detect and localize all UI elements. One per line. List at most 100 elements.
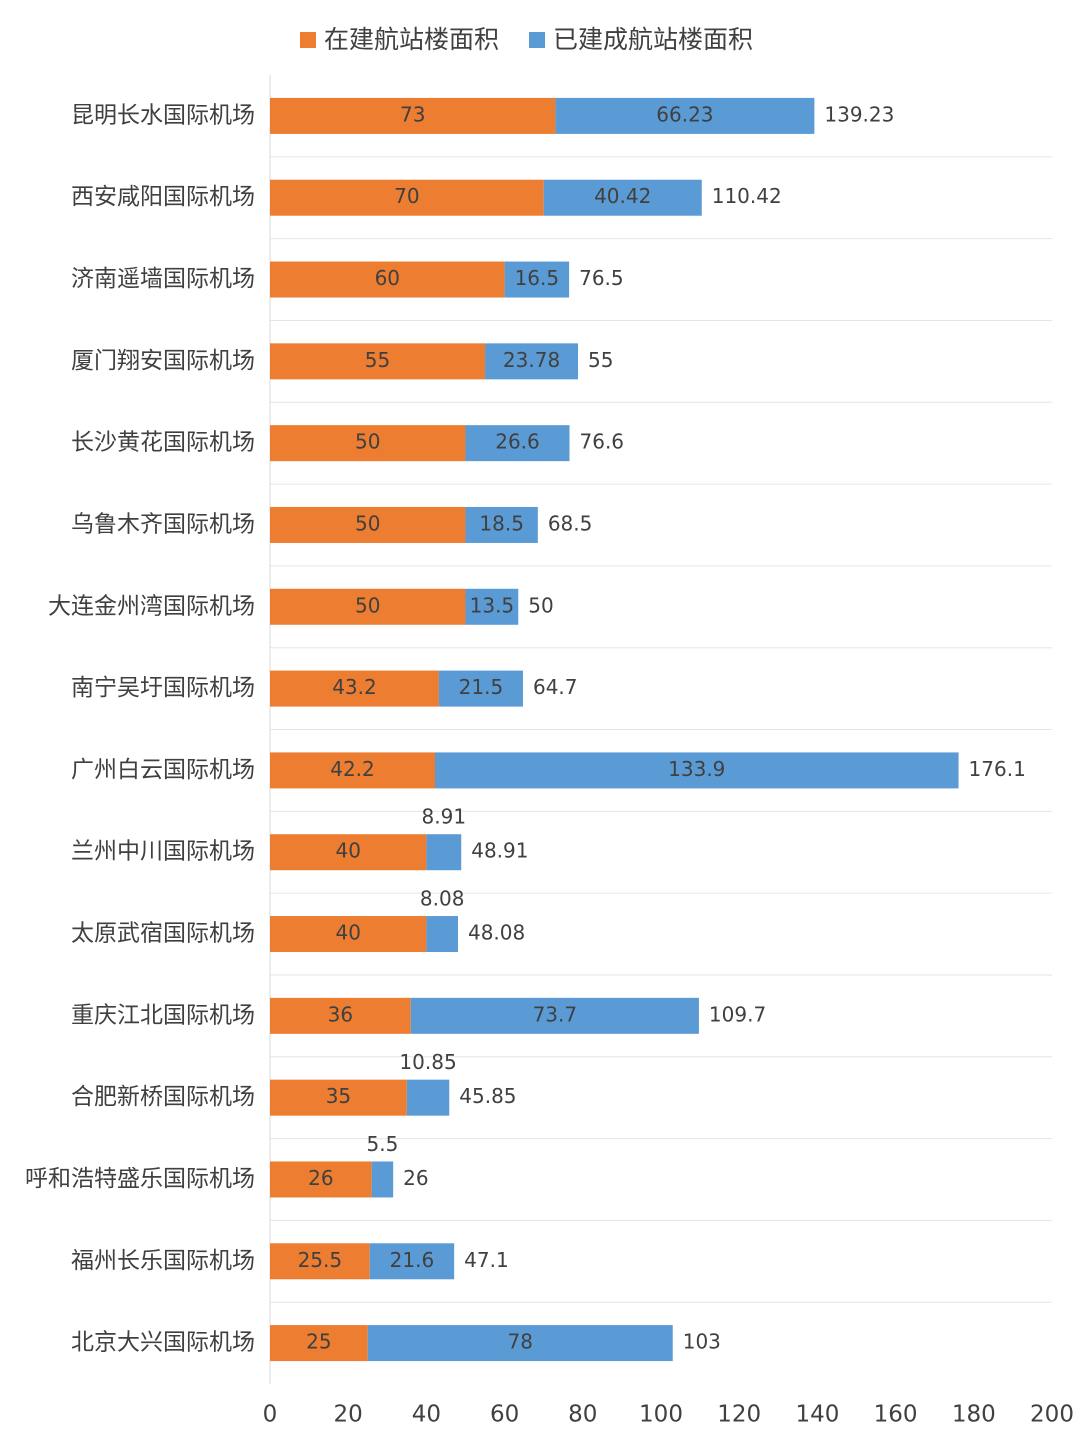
total-label: 26 [403, 1166, 428, 1190]
y-tick-label: 呼和浩特盛乐国际机场 [25, 1166, 255, 1192]
bar-segment [555, 97, 815, 134]
y-tick-label: 兰州中川国际机场 [71, 839, 255, 865]
y-tick-label: 济南遥墙国际机场 [71, 266, 255, 292]
value-label: 50 [355, 511, 380, 535]
x-tick-label: 100 [639, 1402, 683, 1428]
value-label: 55 [365, 348, 390, 372]
value-label: 13.5 [470, 593, 515, 617]
bar-segment [270, 1325, 368, 1362]
bar-segment [270, 1243, 370, 1280]
value-label: 40 [335, 839, 360, 863]
total-label: 109.7 [709, 1002, 766, 1026]
total-label: 50 [528, 593, 553, 617]
total-label: 103 [683, 1330, 721, 1354]
bar-segment [465, 588, 519, 625]
y-tick-label: 昆明长水国际机场 [71, 102, 255, 128]
bar-segment [426, 916, 458, 953]
value-label: 133.9 [668, 757, 725, 781]
value-label: 8.08 [420, 887, 465, 911]
x-tick-label: 180 [952, 1402, 996, 1428]
value-label: 16.5 [515, 266, 560, 290]
x-tick-label: 120 [717, 1402, 761, 1428]
bar-segment [465, 425, 570, 462]
legend-label: 已建成航站楼面积 [553, 25, 753, 54]
y-tick-label: 重庆江北国际机场 [71, 1002, 255, 1028]
total-label: 68.5 [548, 511, 593, 535]
x-tick-label: 80 [568, 1402, 597, 1428]
bar-segment [270, 916, 427, 953]
value-label: 50 [355, 430, 380, 454]
bar-segment [270, 425, 466, 462]
bar-segment [270, 670, 439, 707]
y-tick-label: 大连金州湾国际机场 [48, 593, 255, 619]
value-label: 23.78 [503, 348, 560, 372]
value-label: 73 [400, 102, 425, 126]
bar-segment [270, 97, 556, 134]
bar-segment [270, 752, 436, 789]
value-label: 73.7 [533, 1002, 578, 1026]
value-label: 42.2 [330, 757, 375, 781]
bar-segment [369, 1243, 455, 1280]
value-label: 25 [306, 1330, 331, 1354]
value-label: 36 [328, 1002, 353, 1026]
value-label: 26.6 [495, 430, 540, 454]
x-tick-label: 0 [263, 1402, 278, 1428]
value-label: 21.6 [390, 1248, 435, 1272]
value-label: 78 [508, 1330, 533, 1354]
legend-swatch [529, 32, 546, 48]
bar-segment [270, 834, 427, 871]
bar-segment [270, 343, 486, 380]
value-label: 25.5 [298, 1248, 343, 1272]
total-label: 139.23 [824, 102, 894, 126]
y-tick-label: 长沙黄花国际机场 [71, 430, 255, 456]
total-label: 45.85 [459, 1084, 516, 1108]
y-tick-label: 北京大兴国际机场 [71, 1330, 255, 1356]
y-tick-label: 西安咸阳国际机场 [71, 184, 255, 210]
value-label: 60 [375, 266, 400, 290]
y-tick-label: 厦门翔安国际机场 [71, 348, 255, 374]
total-label: 110.42 [712, 184, 782, 208]
value-label: 5.5 [367, 1132, 399, 1156]
value-label: 40.42 [594, 184, 651, 208]
x-tick-label: 200 [1030, 1402, 1074, 1428]
bar-segment [371, 1161, 394, 1198]
y-tick-label: 南宁吴圩国际机场 [71, 675, 255, 701]
bar-segment [270, 261, 505, 298]
value-label: 8.91 [422, 805, 467, 829]
y-tick-label: 合肥新桥国际机场 [71, 1084, 255, 1110]
y-tick-label: 乌鲁木齐国际机场 [71, 511, 255, 537]
x-tick-label: 20 [334, 1402, 363, 1428]
y-tick-label: 太原武宿国际机场 [71, 921, 255, 947]
bar-segment [485, 343, 579, 380]
bar-segment [270, 1161, 372, 1198]
bar-segment [270, 506, 466, 543]
bar-segment [504, 261, 570, 298]
x-tick-label: 160 [874, 1402, 918, 1428]
legend-swatch [300, 32, 316, 48]
bar-segment [270, 588, 466, 625]
bar-segment [406, 1079, 450, 1116]
total-label: 76.5 [579, 266, 624, 290]
bar-segment [438, 670, 523, 707]
value-label: 50 [355, 593, 380, 617]
value-label: 18.5 [479, 511, 524, 535]
y-tick-label: 福州长乐国际机场 [71, 1248, 255, 1274]
value-label: 26 [308, 1166, 333, 1190]
bar-segment [410, 997, 699, 1034]
value-label: 10.85 [399, 1050, 456, 1074]
total-label: 48.08 [468, 921, 525, 945]
legend-label: 在建航站楼面积 [324, 25, 499, 54]
bar-segment [543, 179, 702, 216]
value-label: 40 [335, 921, 360, 945]
total-label: 48.91 [471, 839, 528, 863]
x-tick-label: 140 [795, 1402, 839, 1428]
x-tick-label: 40 [412, 1402, 441, 1428]
bar-segment [270, 179, 544, 216]
bar-segment [426, 834, 462, 871]
total-label: 76.6 [580, 430, 625, 454]
y-tick-label: 广州白云国际机场 [71, 757, 255, 783]
bar-segment [270, 1079, 407, 1116]
